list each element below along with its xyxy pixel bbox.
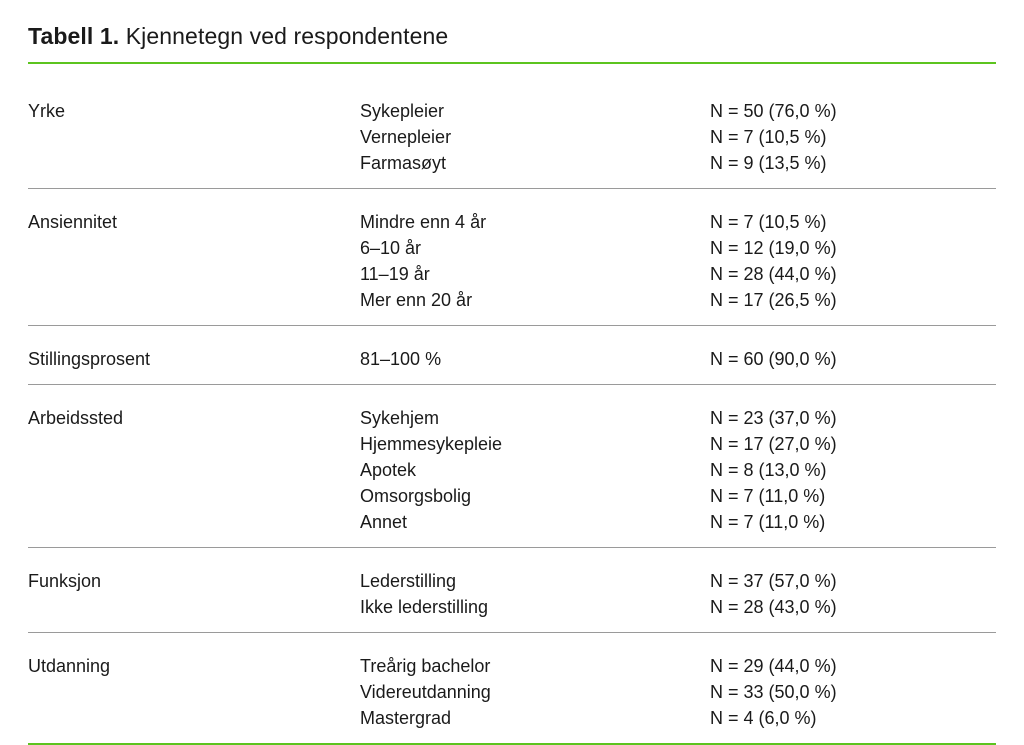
subcategory-label: Mindre enn 4 år (360, 209, 710, 235)
subcategory-label: Lederstilling (360, 568, 710, 594)
subcategory-label: Ikke lederstilling (360, 594, 710, 620)
subcategory-label: Sykehjem (360, 405, 710, 431)
table-section: FunksjonLederstillingIkke lederstillingN… (28, 548, 996, 632)
value-label: N = 12 (19,0 %) (710, 235, 996, 261)
value-label: N = 7 (11,0 %) (710, 483, 996, 509)
value-label: N = 28 (44,0 %) (710, 261, 996, 287)
value-label: N = 29 (44,0 %) (710, 653, 996, 679)
subcategory-label: Apotek (360, 457, 710, 483)
value-label: N = 8 (13,0 %) (710, 457, 996, 483)
value-column: N = 50 (76,0 %)N = 7 (10,5 %)N = 9 (13,5… (710, 98, 996, 176)
category-label: Funksjon (28, 568, 360, 620)
value-label: N = 17 (27,0 %) (710, 431, 996, 457)
subcategory-column: 81–100 % (360, 346, 710, 372)
table-label: Tabell 1. (28, 23, 119, 49)
spacer (28, 64, 996, 78)
subcategory-column: Treårig bachelorVidereutdanningMastergra… (360, 653, 710, 731)
category-label: Yrke (28, 98, 360, 176)
subcategory-label: Mastergrad (360, 705, 710, 731)
value-column: N = 23 (37,0 %)N = 17 (27,0 %)N = 8 (13,… (710, 405, 996, 535)
subcategory-label: Omsorgsbolig (360, 483, 710, 509)
subcategory-label: Mer enn 20 år (360, 287, 710, 313)
value-label: N = 4 (6,0 %) (710, 705, 996, 731)
value-label: N = 28 (43,0 %) (710, 594, 996, 620)
value-label: N = 50 (76,0 %) (710, 98, 996, 124)
table-section: UtdanningTreårig bachelorVidereutdanning… (28, 633, 996, 743)
subcategory-label: 81–100 % (360, 346, 710, 372)
subcategory-label: Annet (360, 509, 710, 535)
subcategory-column: LederstillingIkke lederstilling (360, 568, 710, 620)
value-column: N = 7 (10,5 %)N = 12 (19,0 %)N = 28 (44,… (710, 209, 996, 313)
value-label: N = 7 (10,5 %) (710, 209, 996, 235)
value-label: N = 37 (57,0 %) (710, 568, 996, 594)
value-column: N = 29 (44,0 %)N = 33 (50,0 %)N = 4 (6,0… (710, 653, 996, 731)
value-column: N = 60 (90,0 %) (710, 346, 996, 372)
category-label: Utdanning (28, 653, 360, 731)
table-title: Tabell 1. Kjennetegn ved respondentene (28, 22, 996, 52)
value-label: N = 7 (10,5 %) (710, 124, 996, 150)
value-label: N = 60 (90,0 %) (710, 346, 996, 372)
value-column: N = 37 (57,0 %)N = 28 (43,0 %) (710, 568, 996, 620)
table-section: Stillingsprosent81–100 %N = 60 (90,0 %) (28, 326, 996, 384)
subcategory-column: SykepleierVernepleierFarmasøyt (360, 98, 710, 176)
subcategory-label: Sykepleier (360, 98, 710, 124)
table-section: AnsiennitetMindre enn 4 år6–10 år11–19 å… (28, 189, 996, 325)
category-label: Ansiennitet (28, 209, 360, 313)
category-label: Stillingsprosent (28, 346, 360, 372)
subcategory-label: 6–10 år (360, 235, 710, 261)
table-caption: Kjennetegn ved respondentene (126, 23, 449, 49)
table-section: YrkeSykepleierVernepleierFarmasøytN = 50… (28, 78, 996, 188)
subcategory-column: Mindre enn 4 år6–10 år11–19 årMer enn 20… (360, 209, 710, 313)
value-label: N = 7 (11,0 %) (710, 509, 996, 535)
value-label: N = 33 (50,0 %) (710, 679, 996, 705)
subcategory-label: Vernepleier (360, 124, 710, 150)
subcategory-label: Treårig bachelor (360, 653, 710, 679)
subcategory-label: Hjemmesykepleie (360, 431, 710, 457)
table-section: ArbeidsstedSykehjemHjemmesykepleieApotek… (28, 385, 996, 547)
subcategory-label: Farmasøyt (360, 150, 710, 176)
subcategory-label: Videreutdanning (360, 679, 710, 705)
value-label: N = 17 (26,5 %) (710, 287, 996, 313)
subcategory-column: SykehjemHjemmesykepleieApotekOmsorgsboli… (360, 405, 710, 535)
subcategory-label: 11–19 år (360, 261, 710, 287)
value-label: N = 9 (13,5 %) (710, 150, 996, 176)
table-body: YrkeSykepleierVernepleierFarmasøytN = 50… (28, 78, 996, 743)
category-label: Arbeidssted (28, 405, 360, 535)
value-label: N = 23 (37,0 %) (710, 405, 996, 431)
